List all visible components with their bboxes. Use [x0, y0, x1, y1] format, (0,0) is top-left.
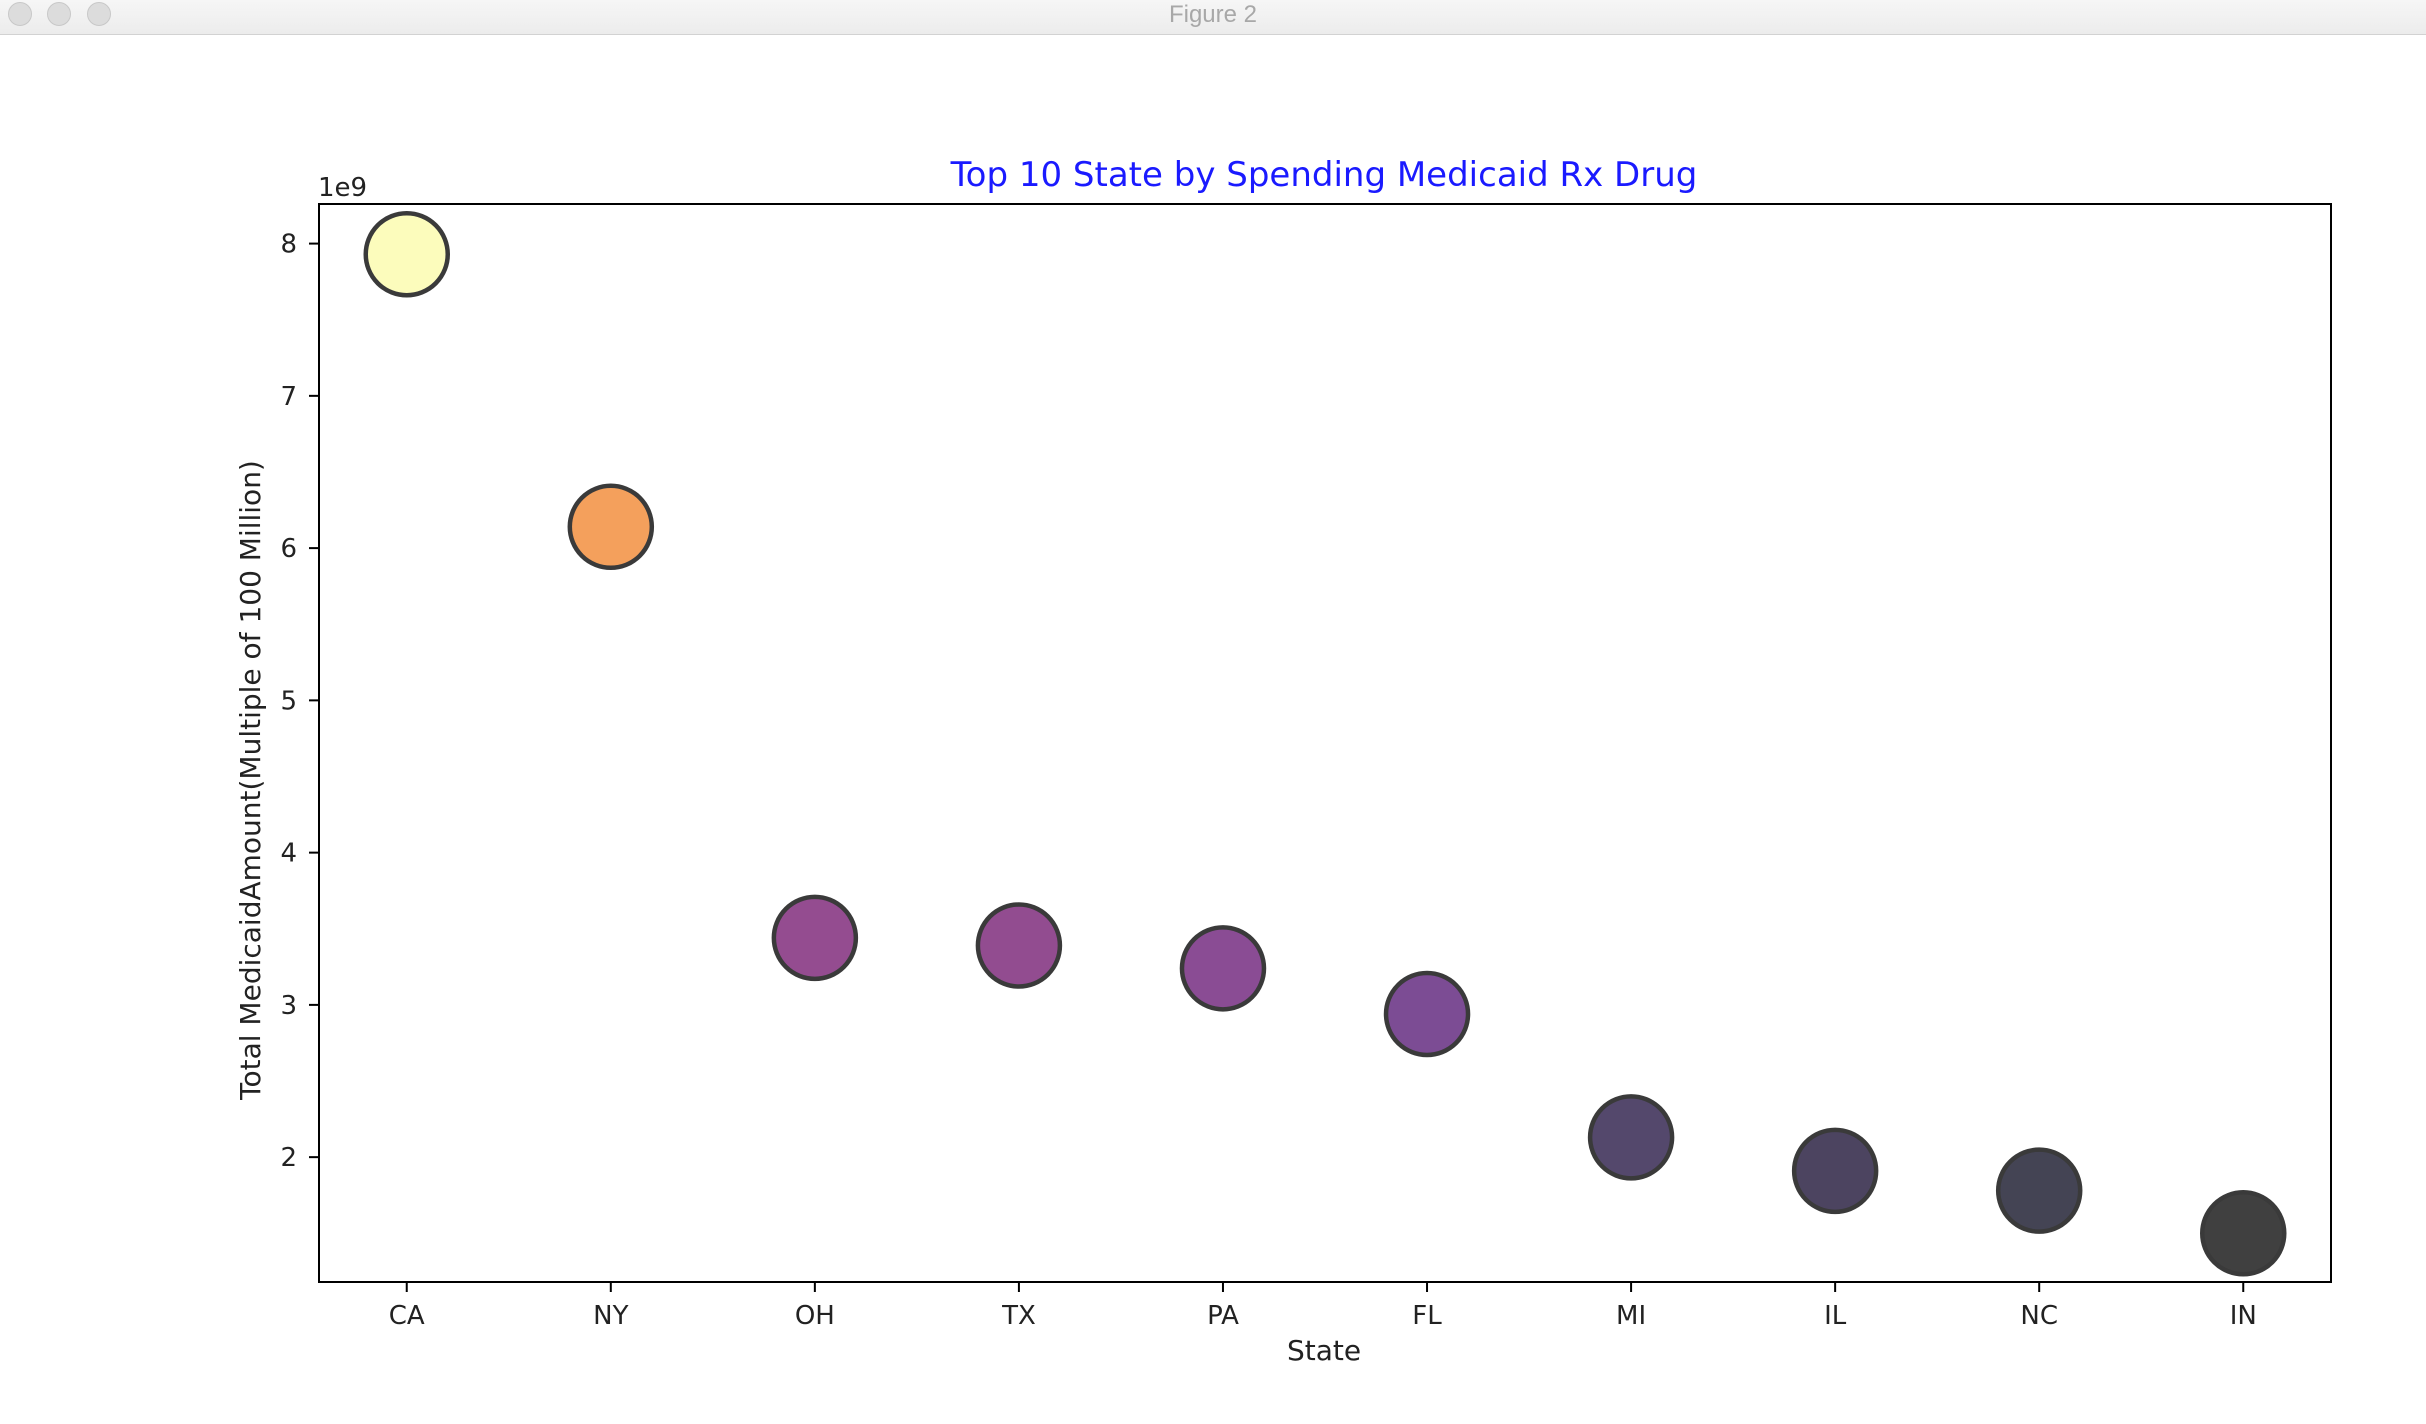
- x-axis-label: State: [1287, 1334, 1361, 1367]
- x-tick-label: MI: [1616, 1301, 1646, 1331]
- y-tick-label: 2: [280, 1143, 297, 1173]
- chart-title: Top 10 State by Spending Medicaid Rx Dru…: [950, 155, 1698, 195]
- plot-frame: [318, 203, 2332, 1283]
- y-tick-label: 8: [280, 230, 297, 260]
- y-tick-label: 6: [280, 534, 297, 564]
- x-tick-label: PA: [1207, 1301, 1239, 1331]
- data-point: [2200, 1190, 2287, 1277]
- data-point: [1791, 1127, 1879, 1215]
- x-tick-label: NY: [593, 1301, 628, 1331]
- y-tick-label: 3: [280, 991, 297, 1021]
- data-point: [1383, 970, 1471, 1058]
- plot-marks: [363, 210, 2287, 1277]
- y-offset-label: 1e9: [318, 173, 367, 203]
- data-point: [975, 902, 1063, 989]
- y-tick-label: 7: [280, 382, 297, 412]
- window-title: Figure 2: [1168, 1, 1258, 28]
- y-axis-label: Total MedicaidAmount(Multiple of 100 Mil…: [234, 460, 267, 1101]
- data-point: [1587, 1094, 1675, 1181]
- x-tick-label: CA: [389, 1301, 425, 1331]
- data-point: [567, 483, 655, 571]
- x-tick-label: TX: [1001, 1301, 1036, 1331]
- data-point: [771, 894, 859, 982]
- close-window-icon[interactable]: [8, 2, 32, 26]
- minimize-window-icon[interactable]: [47, 2, 71, 26]
- data-point: [363, 210, 450, 298]
- data-point: [1995, 1147, 2083, 1234]
- x-tick-label: NC: [2020, 1301, 2058, 1331]
- x-tick-label: OH: [795, 1301, 835, 1331]
- x-tick-label: IL: [1824, 1301, 1847, 1331]
- zoom-window-icon[interactable]: [87, 2, 111, 26]
- window-titlebar: Figure 2: [0, 0, 2426, 35]
- figure-canvas: Top 10 State by Spending Medicaid Rx Dru…: [234, 155, 2332, 1367]
- y-tick-label: 5: [280, 686, 297, 716]
- data-point: [1179, 925, 1267, 1012]
- y-tick-label: 4: [280, 839, 297, 869]
- x-tick-label: IN: [2230, 1301, 2257, 1331]
- x-tick-label: FL: [1412, 1301, 1442, 1331]
